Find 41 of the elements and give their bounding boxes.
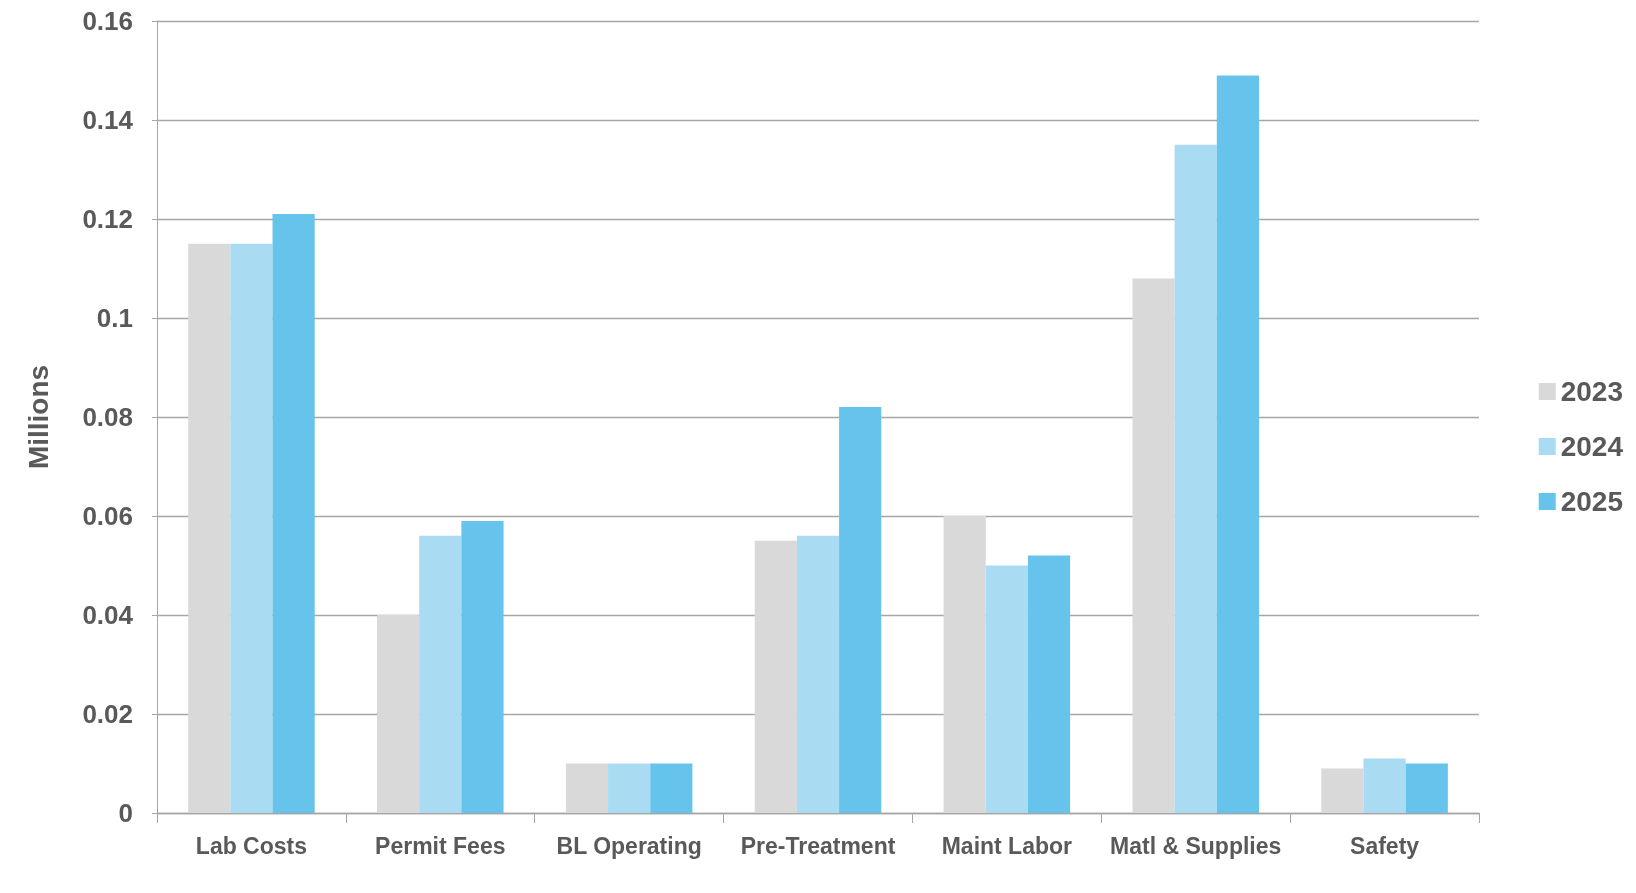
- x-tick-label: Safety: [1350, 833, 1420, 859]
- bar: [565, 763, 609, 813]
- bar: [230, 243, 273, 813]
- x-tick-label: Pre-Treatment: [740, 833, 896, 859]
- y-tick-label: 0: [118, 798, 133, 828]
- x-tick-label: Permit Fees: [375, 833, 506, 859]
- bar: [461, 520, 504, 813]
- bar: [272, 214, 315, 813]
- bar: [1363, 758, 1406, 813]
- bar: [1132, 278, 1175, 813]
- x-tick-label: Matl & Supplies: [1110, 833, 1282, 859]
- y-tick-label: 0.06: [82, 501, 133, 531]
- bar: [1321, 768, 1364, 813]
- bar: [796, 535, 840, 813]
- legend-label: 2025: [1560, 486, 1624, 517]
- y-axis-title: Millions: [22, 364, 54, 470]
- bar: [377, 615, 420, 813]
- bar: [1027, 555, 1071, 813]
- bar: [943, 516, 986, 813]
- y-tick-label: 0.1: [96, 303, 133, 333]
- bar: [985, 565, 1028, 813]
- y-tick-label: 0.16: [82, 6, 133, 36]
- bar: [608, 763, 651, 813]
- bar: [188, 243, 231, 813]
- legend-label: 2024: [1560, 431, 1624, 462]
- x-tick-label: Maint Labor: [941, 833, 1073, 859]
- y-tick-label: 0.08: [82, 402, 133, 432]
- y-tick-label: 0.02: [82, 699, 133, 729]
- x-tick-label: Lab Costs: [195, 833, 308, 859]
- y-tick-label: 0.12: [82, 204, 133, 234]
- bar: [1405, 763, 1448, 813]
- bar: [754, 540, 797, 813]
- bar: [1174, 144, 1217, 813]
- bar: [1216, 75, 1259, 813]
- bar: [650, 763, 693, 813]
- bar: [839, 407, 882, 813]
- y-tick-label: 0.14: [82, 105, 134, 135]
- x-tick-label: BL Operating: [556, 833, 702, 859]
- y-tick-label: 0.04: [82, 600, 134, 630]
- legend-label: 2023: [1560, 376, 1624, 407]
- bar: [419, 535, 462, 813]
